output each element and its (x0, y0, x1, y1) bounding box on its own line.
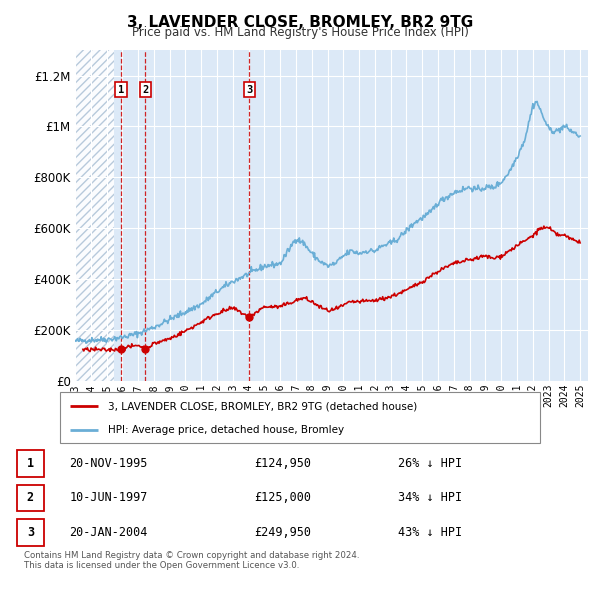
Text: HPI: Average price, detached house, Bromley: HPI: Average price, detached house, Brom… (108, 425, 344, 435)
Text: 3: 3 (246, 85, 253, 95)
Text: 20-NOV-1995: 20-NOV-1995 (70, 457, 148, 470)
Text: £124,950: £124,950 (254, 457, 311, 470)
Bar (17, 484, 44, 512)
Text: £249,950: £249,950 (254, 526, 311, 539)
Text: 2: 2 (142, 85, 148, 95)
Text: 1: 1 (27, 457, 34, 470)
Text: 3: 3 (27, 526, 34, 539)
Bar (17, 519, 44, 546)
Text: 3, LAVENDER CLOSE, BROMLEY, BR2 9TG: 3, LAVENDER CLOSE, BROMLEY, BR2 9TG (127, 15, 473, 30)
Text: 26% ↓ HPI: 26% ↓ HPI (398, 457, 462, 470)
Text: 34% ↓ HPI: 34% ↓ HPI (398, 491, 462, 504)
Text: 20-JAN-2004: 20-JAN-2004 (70, 526, 148, 539)
Text: Price paid vs. HM Land Registry's House Price Index (HPI): Price paid vs. HM Land Registry's House … (131, 26, 469, 39)
Text: 10-JUN-1997: 10-JUN-1997 (70, 491, 148, 504)
Bar (75, 50, 115, 381)
Text: £125,000: £125,000 (254, 491, 311, 504)
Text: 1: 1 (118, 85, 124, 95)
Text: 3, LAVENDER CLOSE, BROMLEY, BR2 9TG (detached house): 3, LAVENDER CLOSE, BROMLEY, BR2 9TG (det… (108, 401, 417, 411)
Text: Contains HM Land Registry data © Crown copyright and database right 2024.
This d: Contains HM Land Registry data © Crown c… (24, 551, 359, 571)
Bar (17, 450, 44, 477)
Text: 43% ↓ HPI: 43% ↓ HPI (398, 526, 462, 539)
Text: 2: 2 (27, 491, 34, 504)
